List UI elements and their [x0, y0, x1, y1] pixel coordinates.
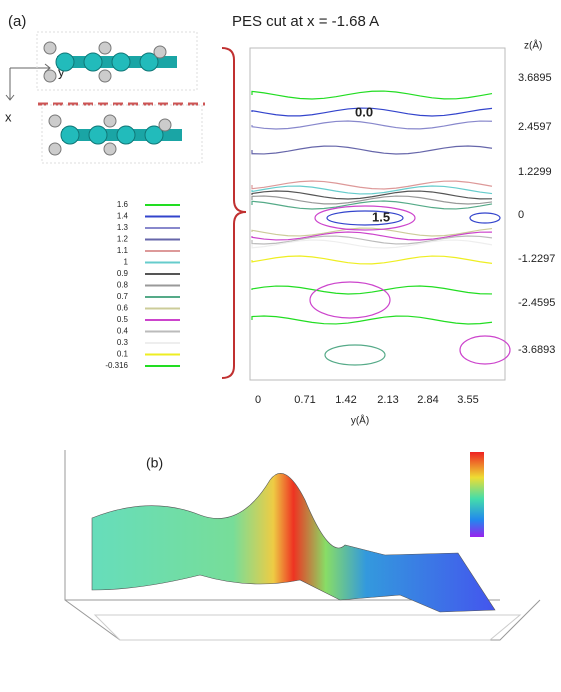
atom [55, 52, 75, 72]
axis-label: x [5, 109, 12, 124]
z-tick-label: -2.4595 [518, 297, 555, 309]
contour [326, 210, 404, 226]
contour [251, 195, 493, 205]
legend-label: 1.3 [117, 223, 129, 232]
contour [309, 281, 391, 319]
hydrogen [48, 142, 62, 156]
contour [251, 315, 493, 325]
legend-label: 0.4 [117, 327, 129, 336]
hydrogen [103, 142, 117, 156]
contour [251, 180, 493, 190]
axis-title: z(Å) [524, 39, 542, 52]
molecules [36, 31, 203, 164]
z-tick-label: 3.6895 [518, 72, 552, 84]
legend-label: 1 [124, 258, 129, 267]
atom [139, 52, 159, 72]
hydrogen [98, 69, 112, 83]
panel-label: (a) [8, 13, 26, 30]
z-tick-label: 0 [518, 209, 524, 221]
axes-indicator [5, 63, 51, 101]
contour [251, 227, 493, 237]
legend-label: 0.3 [117, 338, 129, 347]
contour [251, 285, 493, 295]
panel-title: PES cut at x = -1.68 A [232, 13, 379, 30]
contour [324, 344, 386, 366]
contour [469, 212, 501, 224]
molecule-box [41, 104, 203, 164]
z-tick-label: 2.4597 [518, 121, 552, 133]
axis-label: y [58, 64, 65, 79]
colorbar [470, 452, 484, 537]
hydrogen [153, 45, 167, 59]
legend-label: 0.1 [117, 350, 129, 359]
hydrogen [48, 114, 62, 128]
contour [251, 120, 493, 130]
z-tick-label: 1.2299 [518, 166, 552, 178]
contour-frame [249, 47, 506, 381]
contour [314, 205, 416, 231]
legend-label: 0.8 [117, 281, 129, 290]
y-tick-label: 2.13 [377, 394, 398, 406]
atom [88, 125, 108, 145]
contour [251, 231, 493, 241]
hydrogen [158, 118, 172, 132]
panel-label: (b) [146, 455, 163, 471]
legend-label: 0.6 [117, 304, 129, 313]
molecule-box [36, 31, 198, 91]
contour [251, 235, 493, 245]
atom [144, 125, 164, 145]
legend: 1.6 1.4 1.3 1.2 1.1 1 0.9 0.8 0.7 0.6 0.5 0.4 0.3 0.1… [105, 200, 180, 370]
atom [83, 52, 103, 72]
y-tick-label: 3.55 [457, 394, 478, 406]
hydrogen [98, 41, 112, 55]
contour-lines [251, 90, 511, 366]
surface-plot [64, 450, 541, 641]
y-tick-label: 1.42 [335, 394, 356, 406]
y-tick-label: 2.84 [417, 394, 438, 406]
contour [251, 255, 493, 265]
atom [111, 52, 131, 72]
contour [459, 335, 511, 365]
legend-label: 0.7 [117, 292, 129, 301]
z-tick-label: -3.6893 [518, 344, 555, 356]
atom [116, 125, 136, 145]
legend-label: 0.5 [117, 315, 129, 324]
contour-label: 1.5 [372, 209, 390, 224]
atom [60, 125, 80, 145]
contour [251, 200, 493, 210]
legend-label: 1.4 [117, 212, 129, 221]
hydrogen [43, 41, 57, 55]
contour [251, 185, 493, 195]
y-tick-label: 0 [255, 394, 261, 406]
brace [221, 47, 247, 379]
y-tick-label: 0.71 [294, 394, 315, 406]
hydrogen [43, 69, 57, 83]
legend-label: -0.316 [105, 361, 128, 370]
hydrogen [103, 114, 117, 128]
contour [251, 145, 493, 155]
axis-title: y(Å) [351, 414, 369, 427]
legend-label: 1.2 [117, 235, 129, 244]
legend-label: 0.9 [117, 269, 129, 278]
legend-label: 1.6 [117, 200, 129, 209]
z-tick-label: -1.2297 [518, 253, 555, 265]
legend-label: 1.1 [117, 246, 129, 255]
contour [251, 107, 493, 117]
contour-label: 0.0 [355, 104, 373, 119]
contour [251, 90, 493, 100]
contour [251, 239, 493, 249]
contour [251, 190, 493, 200]
